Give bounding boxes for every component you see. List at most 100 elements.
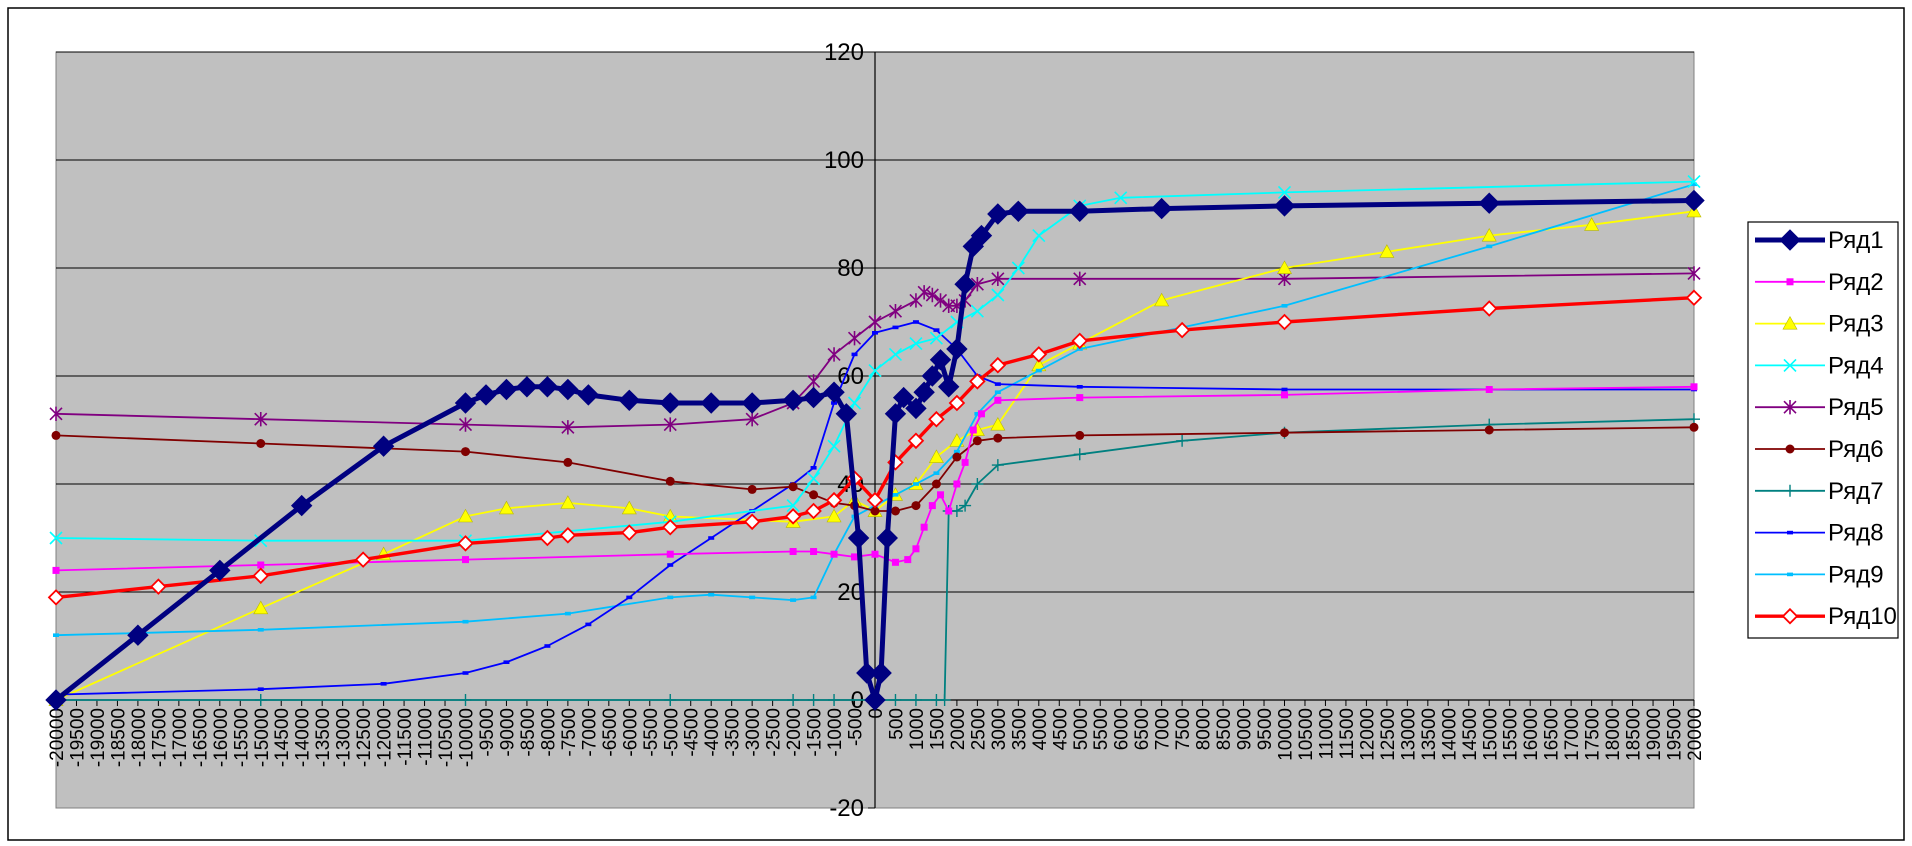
data-point bbox=[917, 285, 931, 300]
data-point bbox=[787, 694, 800, 706]
data-point bbox=[925, 287, 939, 303]
legend: Ряд1 Ряд2 Ряд3 Ряд4 Ряд5 Ряд6 Ряд7 Ряд8 Ряд9 Ряд1… bbox=[1747, 221, 1899, 639]
data-point bbox=[1030, 346, 1048, 363]
x-tick-label: 6500 bbox=[1132, 708, 1153, 750]
series-1 bbox=[45, 189, 1705, 711]
data-point bbox=[498, 500, 514, 515]
data-point bbox=[825, 491, 843, 509]
data-point bbox=[1785, 444, 1795, 454]
legend-label: Ряд9 bbox=[1828, 561, 1884, 588]
y-tick-label: 80 bbox=[837, 255, 864, 282]
data-point bbox=[561, 420, 575, 435]
data-point bbox=[866, 491, 884, 509]
x-tick-label: -5500 bbox=[641, 708, 662, 757]
data-point bbox=[1277, 271, 1292, 286]
data-point bbox=[1478, 192, 1500, 214]
data-point bbox=[876, 527, 898, 549]
x-tick-label: -15000 bbox=[252, 708, 273, 767]
data-point bbox=[150, 578, 167, 595]
x-tick-label: -18000 bbox=[129, 708, 150, 767]
data-point bbox=[969, 373, 986, 390]
x-tick-label: -17500 bbox=[149, 708, 170, 767]
legend-box bbox=[1747, 221, 1899, 639]
data-point bbox=[372, 435, 395, 457]
data-point bbox=[667, 563, 674, 567]
legend-item: Ряд7 bbox=[1755, 478, 1884, 505]
data-point bbox=[892, 386, 915, 409]
data-point bbox=[458, 417, 473, 432]
x-tick-label: 3500 bbox=[1009, 708, 1030, 750]
legend-label: Ряд10 bbox=[1828, 603, 1897, 630]
data-point bbox=[461, 447, 470, 457]
data-point bbox=[913, 381, 935, 403]
data-point bbox=[1276, 313, 1293, 331]
data-point bbox=[1114, 191, 1128, 205]
x-tick-label: -16000 bbox=[211, 708, 232, 767]
data-point bbox=[974, 412, 981, 416]
data-point bbox=[1073, 448, 1086, 461]
data-point bbox=[1076, 394, 1084, 402]
x-tick-label: 12500 bbox=[1378, 708, 1399, 761]
data-point bbox=[807, 472, 821, 486]
data-point bbox=[1007, 200, 1030, 223]
data-point bbox=[1689, 422, 1699, 432]
data-point bbox=[970, 277, 984, 292]
data-point bbox=[495, 378, 518, 401]
data-point bbox=[1786, 278, 1794, 286]
data-point bbox=[45, 689, 67, 711]
legend-label: Ряд7 bbox=[1828, 478, 1884, 505]
data-point bbox=[664, 694, 677, 706]
data-point bbox=[1281, 304, 1288, 308]
data-point bbox=[977, 410, 985, 418]
x-tick-label: -18500 bbox=[108, 708, 129, 767]
data-point bbox=[1787, 572, 1793, 577]
data-point bbox=[961, 458, 969, 466]
x-tick-label: -2500 bbox=[764, 708, 785, 757]
data-point bbox=[989, 356, 1007, 374]
data-point bbox=[577, 384, 600, 406]
data-point bbox=[952, 452, 962, 462]
data-point bbox=[904, 556, 912, 564]
data-point bbox=[49, 406, 63, 421]
data-point bbox=[749, 595, 756, 600]
data-point bbox=[626, 595, 633, 600]
data-point bbox=[256, 439, 266, 448]
data-point bbox=[1277, 185, 1292, 199]
x-tick-label: 13500 bbox=[1419, 708, 1440, 761]
x-tick-label: 17000 bbox=[1562, 708, 1583, 761]
data-point bbox=[700, 392, 722, 414]
legend-label: Ряд6 bbox=[1828, 436, 1884, 463]
data-point bbox=[931, 479, 941, 489]
data-point bbox=[666, 550, 674, 558]
data-point bbox=[1076, 385, 1083, 389]
data-point bbox=[990, 416, 1006, 431]
data-point bbox=[380, 682, 387, 686]
data-point bbox=[539, 529, 556, 547]
data-point bbox=[52, 566, 60, 574]
data-point bbox=[851, 553, 859, 561]
data-point bbox=[782, 389, 804, 412]
data-point bbox=[51, 430, 61, 440]
x-tick-label: -9000 bbox=[497, 708, 518, 757]
x-tick-label: -2000 bbox=[784, 708, 805, 757]
data-point bbox=[970, 224, 993, 247]
data-point bbox=[1276, 260, 1293, 274]
x-tick-label: 10500 bbox=[1296, 708, 1317, 761]
data-point bbox=[1783, 400, 1797, 415]
data-point bbox=[1011, 261, 1025, 275]
x-tick-label: 6000 bbox=[1112, 708, 1133, 750]
x-tick-label: 1000 bbox=[907, 708, 928, 750]
series-layer bbox=[45, 175, 1705, 711]
x-tick-label: -8500 bbox=[518, 708, 539, 757]
x-tick-label: -9500 bbox=[477, 708, 498, 757]
data-point bbox=[618, 389, 641, 412]
data-point bbox=[888, 347, 903, 361]
data-point bbox=[928, 449, 944, 463]
data-point bbox=[949, 433, 965, 447]
data-point bbox=[907, 432, 925, 450]
data-point bbox=[708, 592, 715, 597]
data-point bbox=[354, 551, 372, 568]
data-point bbox=[971, 478, 984, 490]
x-tick-label: 11500 bbox=[1337, 708, 1358, 759]
legend-label: Ряд5 bbox=[1828, 394, 1884, 421]
